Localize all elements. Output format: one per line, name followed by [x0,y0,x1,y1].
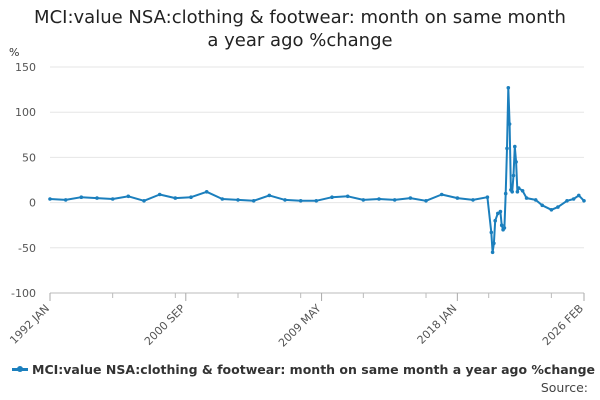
data-point[interactable] [424,199,428,203]
data-point[interactable] [63,198,68,202]
data-point[interactable] [511,173,516,178]
data-point[interactable] [499,223,504,227]
data-point[interactable] [571,197,576,201]
data-point[interactable] [48,197,52,201]
x-tick-label: 2018 JAN [415,302,460,347]
y-tick-label: 50 [22,151,36,164]
data-point[interactable] [582,199,586,203]
x-tick-label: 2009 MAY [276,302,324,350]
y-tick-label: 100 [15,106,36,119]
data-point[interactable] [95,196,99,200]
chart-legend[interactable]: MCI:value NSA:clothing & footwear: month… [12,362,595,377]
y-tick-label: -100 [11,287,36,300]
data-point[interactable] [455,196,460,200]
data-point[interactable] [520,189,525,193]
data-point[interactable] [204,190,209,194]
data-point[interactable] [392,198,397,202]
chart-title: MCI:value NSA:clothing & footwear: month… [0,6,600,52]
data-point[interactable] [471,198,475,202]
data-point[interactable] [489,230,494,235]
data-point[interactable] [189,195,193,199]
data-point[interactable] [496,211,500,216]
x-tick-label: 2026 FEB [540,302,586,348]
data-point[interactable] [314,199,319,203]
data-point[interactable] [565,199,569,203]
y-axis-unit-label: % [9,46,19,59]
data-point[interactable] [220,197,225,201]
data-point[interactable] [236,198,240,202]
y-tick-label: 150 [15,61,36,74]
data-point[interactable] [502,226,507,230]
data-point[interactable] [506,86,511,90]
data-point[interactable] [298,199,303,203]
data-point[interactable] [503,191,508,196]
data-point[interactable] [79,195,84,199]
data-point[interactable] [490,250,495,255]
data-point[interactable] [251,199,256,203]
data-point[interactable] [485,195,490,199]
data-point[interactable] [361,198,366,202]
x-tick-label: 2000 SEP [142,302,188,348]
data-point[interactable] [493,218,498,223]
data-point[interactable] [577,193,581,198]
data-point[interactable] [408,196,413,200]
data-point[interactable] [283,198,287,202]
data-point[interactable] [510,190,514,194]
data-point[interactable] [513,144,517,149]
legend-line-marker-icon [12,366,28,372]
data-point[interactable] [377,197,381,201]
data-point[interactable] [157,192,162,197]
data-point[interactable] [556,205,560,209]
data-point[interactable] [110,197,115,201]
data-point[interactable] [498,209,503,214]
chart-title-line2: a year ago %change [207,30,393,51]
y-tick-label: 0 [29,197,36,210]
y-tick-label: -50 [18,242,36,255]
data-point[interactable] [330,195,334,199]
data-point[interactable] [507,122,512,126]
data-point[interactable] [267,193,272,198]
data-point[interactable] [492,241,496,246]
data-point[interactable] [533,198,538,202]
data-point[interactable] [126,194,131,199]
data-point[interactable] [505,146,509,151]
data-point[interactable] [142,199,146,203]
data-point[interactable] [514,160,518,164]
data-point[interactable] [549,208,554,212]
source-note: Source: [540,380,588,395]
data-point[interactable] [345,194,350,199]
data-point[interactable] [540,203,544,208]
data-point[interactable] [524,196,529,200]
x-tick-label: 1992 JAN [7,302,52,347]
legend-series-label: MCI:value NSA:clothing & footwear: month… [32,362,596,377]
chart-title-line1: MCI:value NSA:clothing & footwear: month… [34,7,566,28]
data-point[interactable] [439,192,444,197]
data-point[interactable] [516,186,521,190]
data-point[interactable] [515,190,520,194]
data-point[interactable] [173,196,178,200]
